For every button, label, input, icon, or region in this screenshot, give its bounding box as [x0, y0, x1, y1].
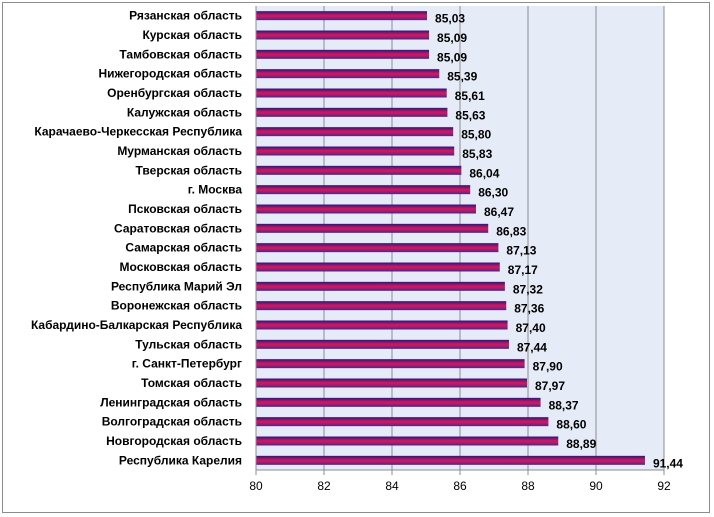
- category-label: Карачаево-Черкесская Республика: [34, 125, 242, 139]
- value-label: 85,09: [437, 50, 467, 64]
- value-label: 86,47: [484, 205, 514, 219]
- category-label: Саратовская область: [114, 221, 242, 235]
- bar: [256, 146, 455, 156]
- category-label: Московская область: [120, 260, 242, 274]
- value-label: 86,30: [478, 186, 508, 200]
- bar: [256, 127, 454, 137]
- bar: [256, 185, 471, 195]
- category-label: Самарская область: [125, 241, 242, 255]
- category-label: Тульская область: [135, 337, 242, 351]
- x-tick-label: 84: [385, 479, 399, 493]
- bar: [256, 165, 462, 175]
- category-label: Воронежская область: [111, 299, 242, 313]
- category-label: Оренбургская область: [107, 86, 242, 100]
- value-label: 85,09: [437, 31, 467, 45]
- bars: [256, 11, 645, 465]
- value-label: 85,61: [455, 89, 485, 103]
- category-label: Республика Марий Эл: [111, 279, 242, 293]
- value-label: 88,89: [566, 437, 596, 451]
- value-label: 87,13: [506, 244, 536, 258]
- x-tick-label: 90: [589, 479, 603, 493]
- x-tick-label: 88: [521, 479, 535, 493]
- category-label: Псковская область: [128, 202, 242, 216]
- bar: [256, 436, 559, 446]
- x-tick-label: 86: [453, 479, 467, 493]
- category-label: Томская область: [141, 376, 242, 390]
- value-label: 87,17: [508, 263, 538, 277]
- bar: [256, 88, 447, 98]
- value-label: 86,04: [469, 166, 499, 180]
- value-label: 85,63: [455, 108, 485, 122]
- value-label: 86,83: [496, 224, 526, 238]
- value-label: 85,83: [462, 147, 492, 161]
- value-label: 85,03: [435, 12, 465, 26]
- bar: [256, 301, 507, 311]
- category-label: Кабардино-Балкарская Республика: [31, 318, 242, 332]
- bar: [256, 397, 541, 407]
- category-label: Нижегородская область: [98, 67, 242, 81]
- category-label: Мурманская область: [117, 144, 242, 158]
- value-label: 91,44: [653, 456, 683, 470]
- value-label: 87,32: [513, 282, 543, 296]
- bar: [256, 30, 430, 40]
- bar: [256, 320, 508, 330]
- category-label: Новгородская область: [106, 434, 242, 448]
- category-label: Курская область: [142, 28, 242, 42]
- gridlines: [323, 6, 665, 470]
- bar: [256, 243, 499, 253]
- category-label: Волгоградская область: [102, 415, 242, 429]
- bar: [256, 359, 525, 369]
- value-label: 87,44: [517, 340, 547, 354]
- bar: [256, 262, 500, 272]
- category-label: Тамбовская область: [119, 47, 242, 61]
- value-label: 88,60: [556, 418, 586, 432]
- value-label: 87,97: [535, 379, 565, 393]
- value-label: 87,40: [516, 321, 546, 335]
- category-label: Тверская область: [136, 163, 242, 177]
- category-label: Рязанская область: [129, 9, 242, 23]
- bar: [256, 107, 448, 117]
- value-label: 85,39: [447, 70, 477, 84]
- value-label: 87,36: [514, 302, 544, 316]
- bar: [256, 281, 505, 291]
- bar: [256, 11, 428, 21]
- x-tick-label: 80: [249, 479, 263, 493]
- bar: [256, 204, 476, 214]
- bar: [256, 69, 440, 79]
- bar: [256, 455, 645, 465]
- value-label: 88,37: [549, 398, 579, 412]
- category-label: Калужская область: [127, 105, 242, 119]
- value-labels: 85,03 85,09 85,09 85,39 85,61 85,63 85,80 85,83…: [435, 12, 683, 471]
- bar: [256, 417, 549, 427]
- value-label: 85,80: [461, 128, 491, 142]
- value-label: 87,90: [533, 360, 563, 374]
- x-tick-label: 92: [657, 479, 671, 493]
- bar: [256, 339, 509, 349]
- x-tick-label: 82: [317, 479, 331, 493]
- bar: [256, 378, 527, 388]
- category-label: Ленинградская область: [100, 395, 242, 409]
- bar: [256, 223, 489, 233]
- x-axis-ticks: 80 82 84 86 88 90 92: [249, 470, 671, 493]
- category-label: г. Санкт-Петербург: [132, 357, 242, 371]
- category-label: г. Москва: [188, 183, 243, 197]
- bar: [256, 49, 430, 59]
- category-label: Республика Карелия: [119, 453, 242, 467]
- category-labels: Рязанская область Курская область Тамбовск…: [31, 9, 242, 468]
